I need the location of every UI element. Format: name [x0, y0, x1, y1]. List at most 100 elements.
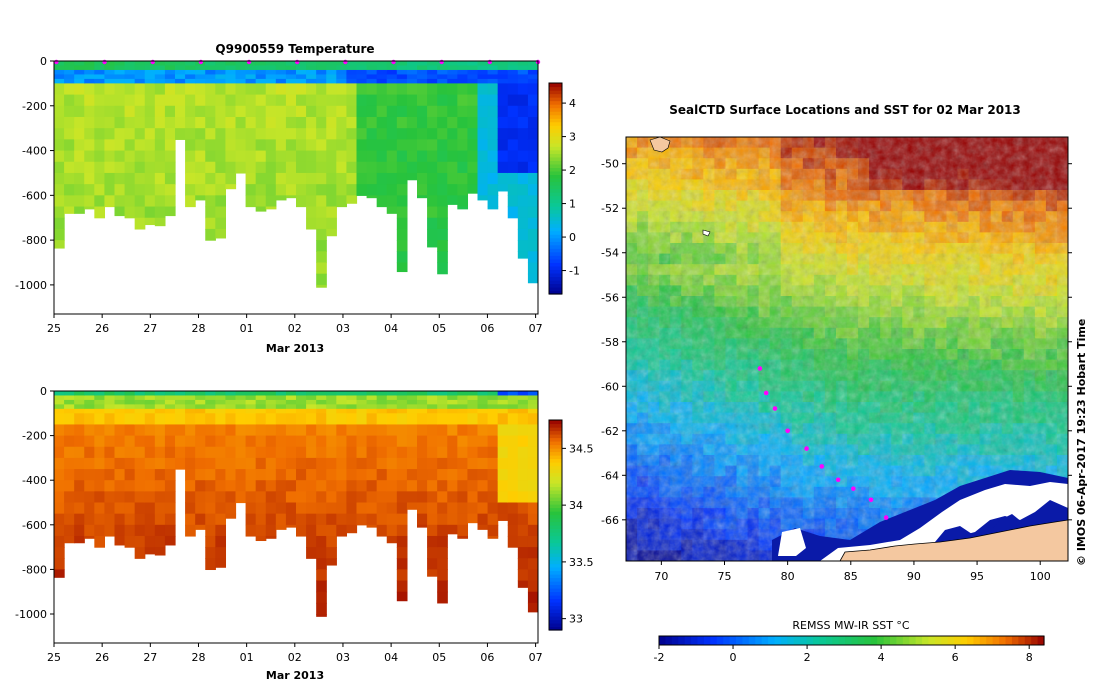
sal-profile-cell	[306, 395, 317, 401]
y-tick-label: -400	[22, 474, 47, 487]
sal-profile-cell	[94, 524, 106, 537]
sal-profile-cell	[306, 446, 317, 459]
temp-profile-cell	[285, 116, 297, 129]
sal-profile-cell	[447, 435, 458, 448]
sal-profile-cell	[104, 408, 116, 414]
temp-profile-cell	[154, 83, 166, 96]
temp-profile-cell	[154, 128, 166, 140]
seal-location-point	[851, 486, 856, 491]
temp-profile-cell	[306, 139, 317, 152]
temperature-colorbar-swatch	[549, 139, 562, 144]
temp-profile-cell	[215, 217, 227, 230]
temp-profile-cell	[497, 139, 509, 152]
temp-profile-cell	[175, 61, 186, 67]
temp-profile-cell	[275, 139, 287, 152]
sal-profile-cell	[265, 524, 277, 537]
temp-profile-cell	[225, 139, 237, 152]
sal-profile-cell	[356, 480, 368, 492]
sal-profile-cell	[527, 591, 538, 604]
sal-profile-cell	[205, 404, 216, 410]
sal-profile-cell	[306, 413, 317, 426]
sal-profile-cell	[477, 413, 489, 426]
sst-colorbar-swatch	[742, 636, 750, 645]
temp-profile-cell	[205, 195, 216, 208]
sal-profile-cell	[94, 399, 106, 405]
sal-profile-cell	[285, 480, 297, 492]
sal-profile-cell	[134, 408, 146, 414]
temp-profile-cell	[396, 195, 408, 208]
sal-profile-cell	[54, 480, 65, 492]
temperature-colorbar-swatch	[549, 181, 562, 186]
sal-profile-cell	[205, 558, 216, 571]
sal-profile-cell	[427, 524, 438, 537]
temp-profile-cell	[175, 65, 186, 71]
sal-profile-cell	[406, 435, 418, 448]
sal-profile-cell	[195, 435, 206, 448]
sal-profile-cell	[104, 457, 116, 470]
temp-profile-cell	[84, 128, 95, 140]
sal-profile-cell	[154, 524, 166, 537]
sal-profile-cell	[477, 391, 489, 397]
sal-profile-cell	[154, 435, 166, 448]
sal-profile-cell	[124, 391, 136, 397]
salinity-colorbar-swatch	[549, 535, 562, 540]
temp-profile-cell	[54, 69, 65, 76]
sal-profile-cell	[296, 524, 307, 537]
temp-profile-cell	[175, 74, 186, 80]
temp-profile-cell	[124, 105, 136, 118]
sal-profile-cell	[406, 491, 418, 504]
temp-profile-cell	[124, 150, 136, 163]
temp-profile-cell	[427, 116, 438, 129]
sal-profile-cell	[406, 391, 418, 397]
sal-profile-cell	[316, 457, 327, 470]
sal-profile-cell	[417, 469, 428, 481]
sal-profile-cell	[144, 469, 156, 481]
temp-profile-cell	[275, 150, 287, 163]
sal-profile-cell	[527, 435, 538, 448]
temperature-colorbar-swatch	[549, 227, 562, 232]
salinity-colorbar-swatch	[549, 479, 562, 484]
temp-profile-cell	[84, 150, 95, 163]
sal-profile-cell	[326, 524, 337, 537]
sal-profile-cell	[467, 399, 479, 405]
temp-profile-cell	[447, 69, 458, 76]
temp-profile-cell	[517, 65, 529, 71]
temp-profile-cell	[195, 105, 206, 118]
temperature-colorbar-swatch	[549, 170, 562, 176]
sal-profile-cell	[326, 395, 337, 401]
sal-profile-cell	[104, 446, 116, 459]
temp-profile-cell	[114, 116, 126, 129]
temp-profile-cell	[124, 69, 136, 76]
sal-profile-cell	[346, 399, 358, 405]
temp-profile-cell	[285, 161, 297, 174]
sal-profile-cell	[124, 457, 136, 470]
temp-profile-cell	[215, 206, 227, 219]
temp-profile-cell	[275, 94, 287, 107]
temp-profile-cell	[386, 139, 398, 152]
sal-profile-cell	[245, 395, 257, 401]
sal-profile-cell	[326, 404, 337, 410]
temp-profile-cell	[336, 105, 348, 118]
sal-profile-cell	[437, 408, 448, 414]
temp-profile-cell	[265, 116, 277, 129]
sal-profile-cell	[326, 391, 337, 397]
temp-profile-cell	[497, 65, 509, 71]
temp-profile-cell	[84, 69, 95, 76]
sal-profile-cell	[376, 491, 388, 504]
temp-profile-cell	[406, 172, 418, 181]
sal-profile-cell	[356, 513, 368, 526]
temp-profile-cell	[437, 262, 448, 275]
salinity-section-cells	[54, 391, 538, 617]
salinity-colorbar-swatch	[549, 451, 562, 456]
temp-profile-cell	[265, 69, 277, 76]
sal-profile-cell	[427, 502, 438, 515]
sal-profile-cell	[275, 399, 287, 405]
x-tick-label: 27	[143, 322, 157, 335]
sal-profile-cell	[215, 502, 227, 515]
sal-profile-cell	[285, 413, 297, 426]
sal-profile-cell	[124, 446, 136, 459]
sal-profile-cell	[346, 435, 358, 448]
sal-profile-cell	[205, 535, 216, 548]
sal-profile-cell	[366, 413, 378, 426]
temp-profile-cell	[154, 139, 166, 152]
